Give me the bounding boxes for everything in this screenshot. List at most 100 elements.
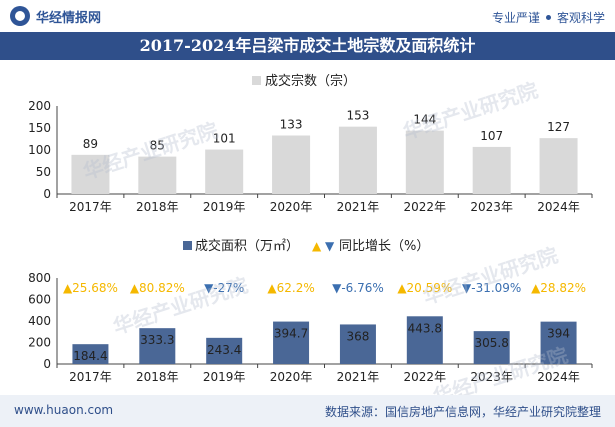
up-arrow-icon: ▲: [531, 281, 541, 295]
growth-label: ▼-31.09%: [462, 281, 521, 295]
bar: [540, 321, 577, 364]
data-label: 107: [480, 129, 503, 143]
data-label: 127: [547, 120, 570, 134]
x-tick-label: 2018年: [136, 370, 179, 384]
growth-value: -31.09%: [471, 281, 521, 295]
growth-value: 62.2%: [277, 281, 315, 295]
legend-swatch: [183, 241, 192, 250]
x-tick-label: 2023年: [470, 370, 513, 384]
down-arrow-icon: ▼: [325, 239, 335, 253]
footer-source: 数据来源：国信房地产信息网，华经产业研究院整理: [324, 405, 601, 419]
growth-value: -27%: [213, 281, 244, 295]
growth-value: 25.68%: [72, 281, 118, 295]
growth-label: ▲80.82%: [130, 281, 185, 295]
data-label: 85: [150, 139, 165, 153]
x-tick-label: 2024年: [537, 200, 580, 214]
growth-label: ▲20.59%: [397, 281, 452, 295]
tagline: 专业严谨 客观科学: [492, 9, 605, 26]
x-tick-label: 2023年: [470, 200, 513, 214]
logo-icon: [10, 6, 30, 26]
x-tick-label: 2017年: [69, 370, 112, 384]
header: 华经情报网 专业严谨 客观科学: [0, 0, 615, 32]
data-label: 144: [413, 113, 436, 127]
up-arrow-icon: ▲: [267, 281, 277, 295]
growth-label: ▼-6.76%: [332, 281, 384, 295]
x-tick-label: 2018年: [136, 200, 179, 214]
growth-value: -6.76%: [341, 281, 383, 295]
growth-label: ▲28.82%: [531, 281, 586, 295]
x-tick-label: 2022年: [404, 370, 447, 384]
growth-label: ▼-27%: [204, 281, 244, 295]
y-tick-label: 0: [43, 187, 51, 201]
footer: www.huaon.com 数据来源：国信房地产信息网，华经产业研究院整理: [0, 395, 615, 427]
up-arrow-icon: ▲: [130, 281, 140, 295]
data-label: 184.4: [73, 349, 107, 363]
x-tick-label: 2022年: [404, 200, 447, 214]
x-tick-label: 2019年: [203, 200, 246, 214]
bar: [273, 321, 310, 364]
data-label: 89: [83, 137, 98, 151]
bar: [339, 324, 376, 364]
y-tick-label: 50: [36, 165, 51, 179]
bar: [138, 156, 177, 194]
y-tick-label: 800: [28, 271, 51, 285]
bar: [405, 130, 444, 194]
bar: [406, 316, 443, 364]
chart-title: 2017-2024年吕梁市成交土地宗数及面积统计: [0, 32, 615, 60]
y-tick-label: 400: [28, 314, 51, 328]
legend-swatch: [252, 76, 261, 85]
brand[interactable]: 华经情报网: [10, 6, 101, 26]
data-label: 101: [213, 132, 236, 146]
up-arrow-icon: ▲: [63, 281, 73, 295]
growth-label: ▲62.2%: [267, 281, 314, 295]
y-tick-label: 200: [28, 336, 51, 350]
x-tick-label: 2021年: [337, 200, 380, 214]
x-tick-label: 2024年: [537, 370, 580, 384]
bar: [473, 331, 510, 364]
bar: [206, 337, 243, 364]
y-tick-label: 200: [28, 99, 51, 113]
tagline-left: 专业严谨: [491, 11, 540, 25]
legend-label: 成交面积（万㎡）: [195, 238, 299, 254]
brand-name: 华经情报网: [36, 10, 102, 26]
bar: [338, 126, 377, 194]
bar: [272, 135, 311, 194]
down-arrow-icon: ▼: [332, 281, 342, 295]
x-tick-label: 2021年: [337, 370, 380, 384]
y-tick-label: 600: [28, 293, 51, 307]
tagline-right: 客观科学: [556, 11, 605, 25]
data-label: 394: [547, 327, 570, 341]
bar: [139, 328, 176, 364]
y-tick-label: 0: [43, 357, 51, 371]
down-arrow-icon: ▼: [204, 281, 214, 295]
growth-value: 20.59%: [407, 281, 453, 295]
data-label: 153: [346, 109, 369, 123]
up-arrow-icon: ▲: [312, 239, 322, 253]
growth-value: 80.82%: [139, 281, 185, 295]
x-tick-label: 2019年: [203, 370, 246, 384]
y-tick-label: 150: [28, 121, 51, 135]
bullet-icon: [545, 15, 551, 20]
x-tick-label: 2020年: [270, 370, 313, 384]
data-label: 443.8: [408, 321, 442, 335]
bar: [72, 344, 109, 364]
bar: [539, 138, 578, 194]
bar: [71, 154, 110, 194]
up-arrow-icon: ▲: [397, 281, 407, 295]
footer-url[interactable]: www.huaon.com: [14, 403, 114, 417]
data-label: 243.4: [207, 343, 241, 357]
x-tick-label: 2017年: [69, 200, 112, 214]
data-label: 305.8: [475, 336, 509, 350]
data-label: 133: [280, 117, 303, 131]
legend-label: 同比增长（%）: [339, 239, 429, 254]
data-label: 333.3: [140, 333, 174, 347]
bar: [205, 149, 244, 194]
down-arrow-icon: ▼: [462, 281, 472, 295]
growth-value: 28.82%: [540, 281, 586, 295]
legend-label: 成交宗数（宗）: [265, 73, 356, 89]
x-tick-label: 2020年: [270, 200, 313, 214]
data-label: 368: [346, 329, 369, 343]
y-tick-label: 100: [28, 143, 51, 157]
growth-label: ▲25.68%: [63, 281, 118, 295]
